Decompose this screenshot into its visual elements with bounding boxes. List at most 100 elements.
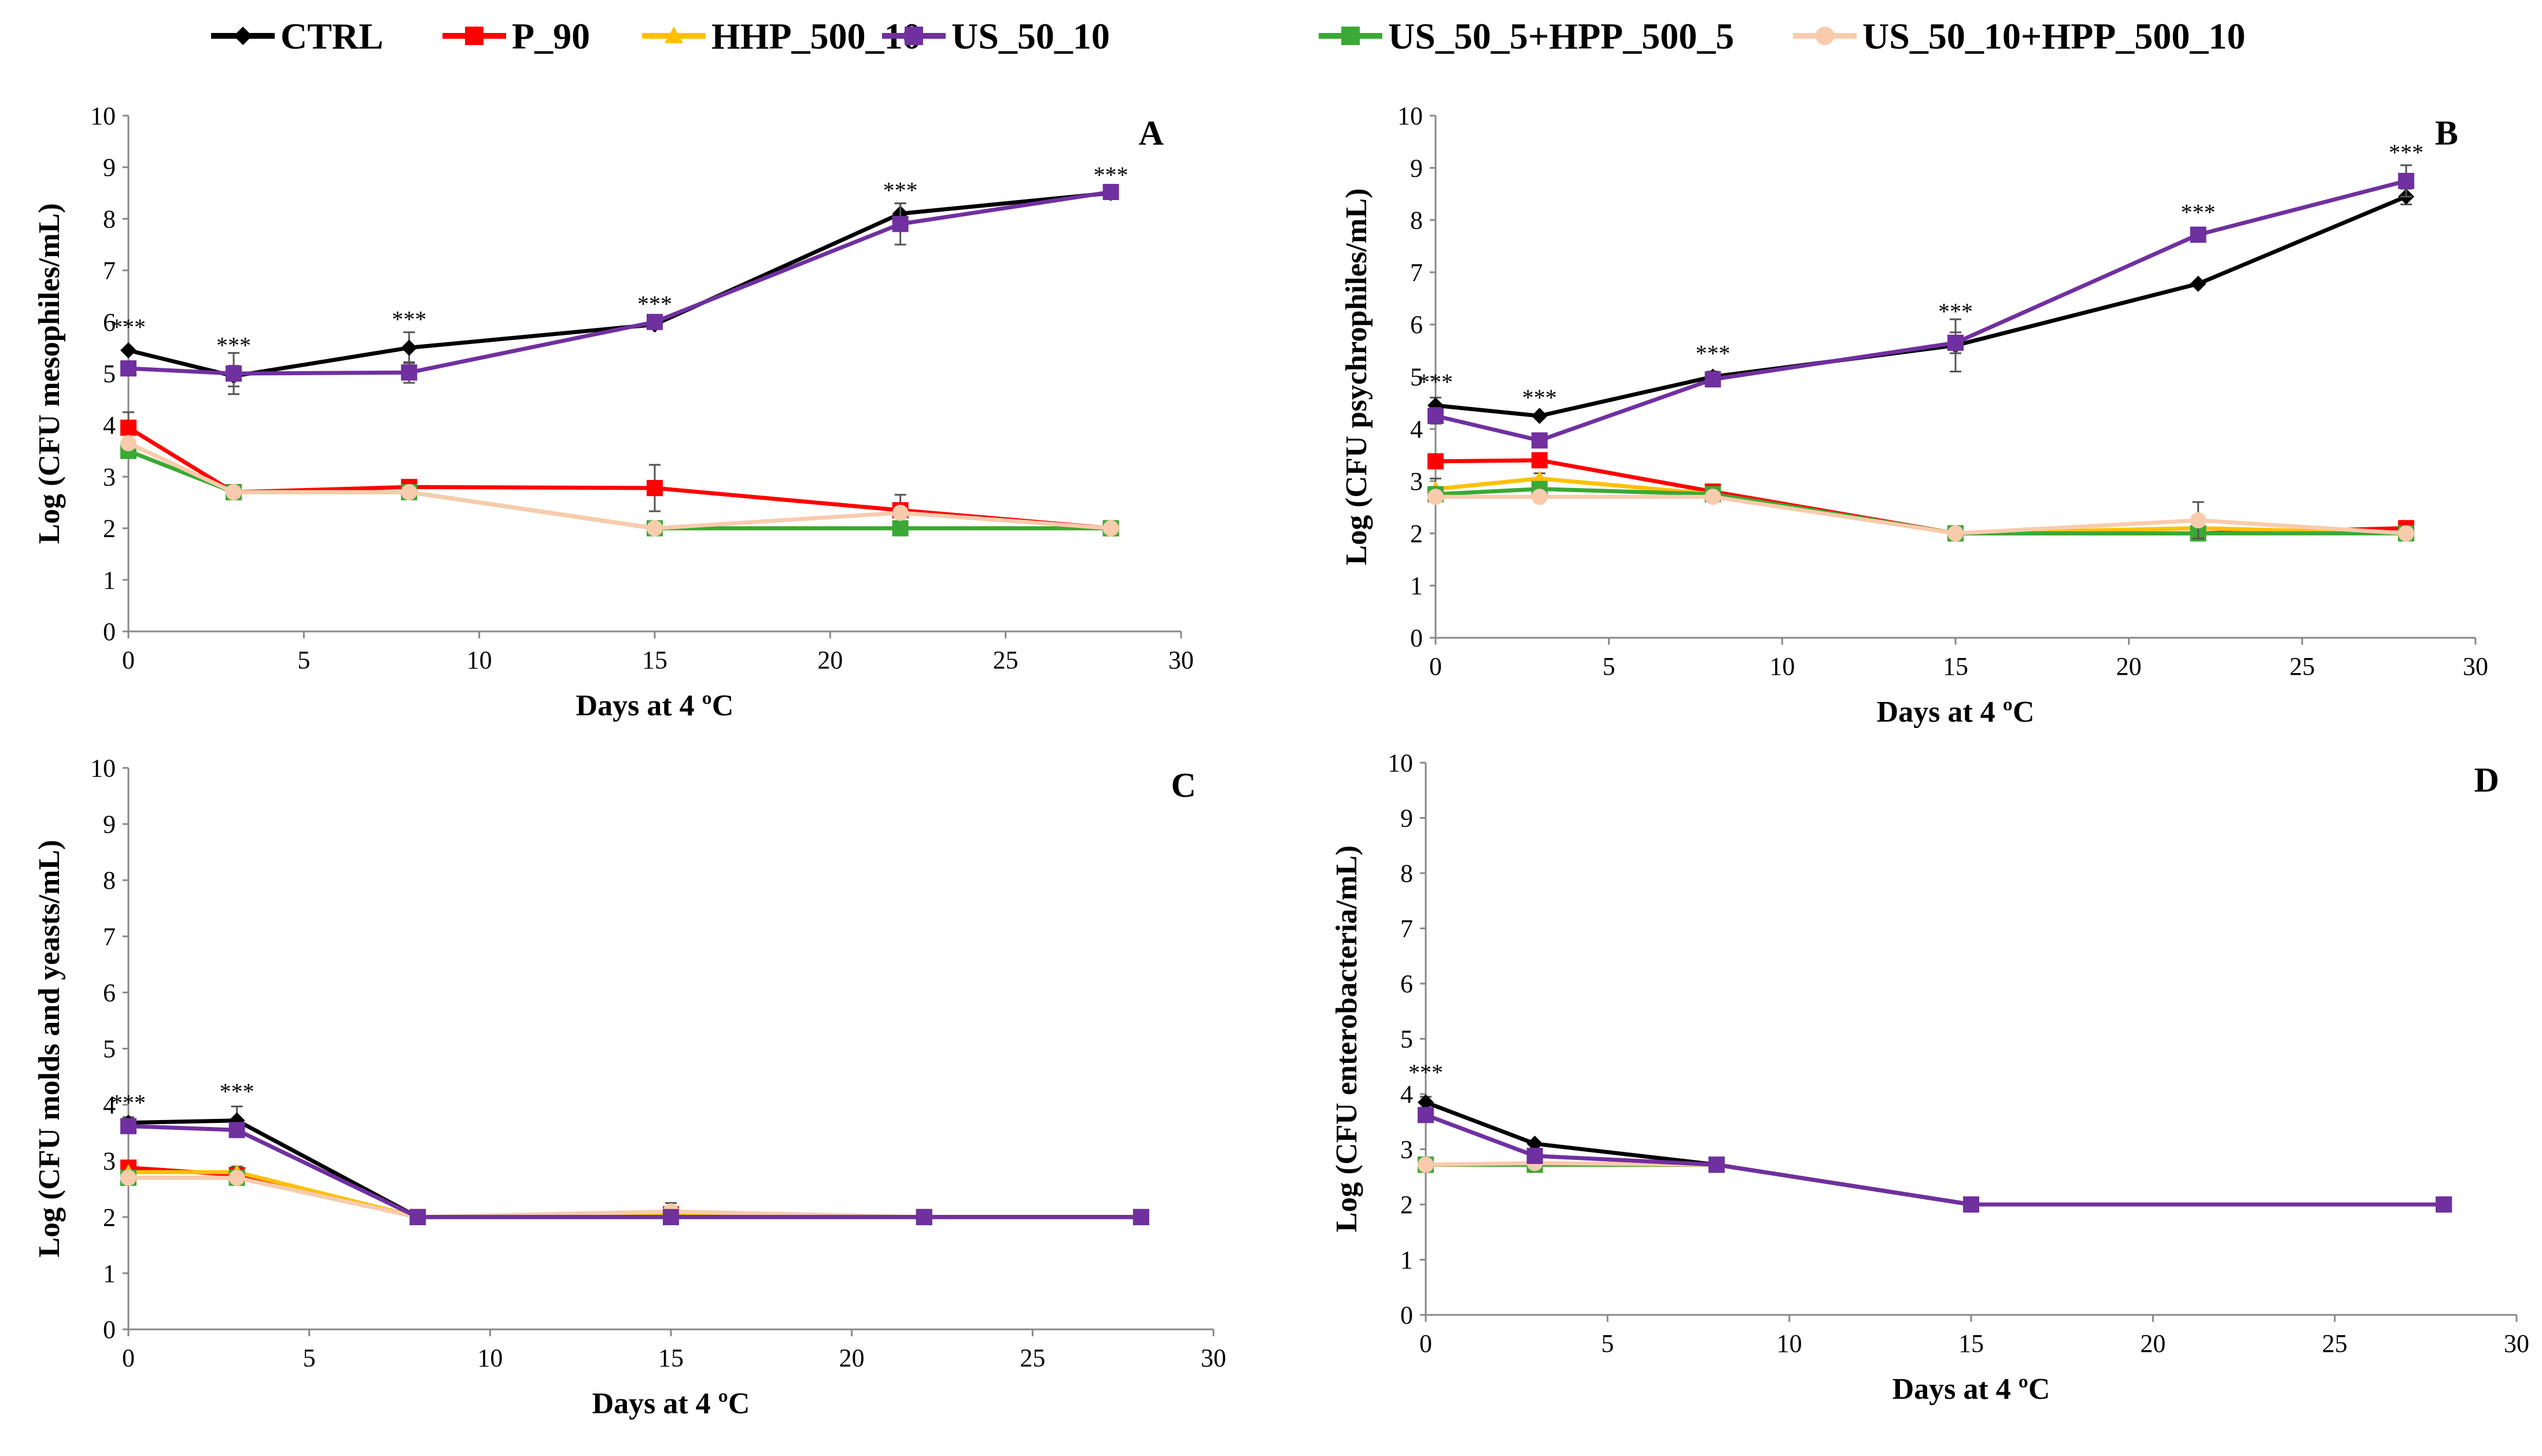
- data-point: [1947, 525, 1964, 542]
- data-point: [1418, 1156, 1434, 1173]
- data-point: [228, 1169, 245, 1186]
- y-tick-label: 7: [103, 922, 116, 951]
- x-tick-label: 20: [2140, 1329, 2165, 1358]
- data-point: [409, 1209, 426, 1225]
- x-tick-label: 10: [1777, 1329, 1802, 1358]
- y-tick-label: 1: [103, 1259, 116, 1288]
- data-point: [892, 216, 909, 232]
- y-tick-label: 9: [103, 810, 116, 838]
- y-tick-label: 2: [1410, 519, 1423, 548]
- y-tick-label: 10: [1388, 749, 1413, 777]
- data-point: [226, 484, 242, 501]
- y-tick-label: 8: [103, 866, 116, 895]
- y-tick-label: 4: [103, 1091, 116, 1119]
- y-tick-label: 1: [1400, 1246, 1413, 1274]
- data-point: [401, 484, 418, 501]
- series-us-50-10-hpp-500-10: [1427, 489, 2415, 542]
- y-tick-label: 6: [1410, 311, 1423, 339]
- y-axis-title: Log (CFU psychrophiles/mL): [1340, 189, 1373, 566]
- data-point: [1132, 1209, 1149, 1225]
- significance-annotation: ***: [637, 291, 672, 317]
- x-tick-label: 25: [2289, 652, 2315, 681]
- legend-marker: [665, 27, 683, 43]
- y-tick-label: 9: [1400, 804, 1413, 833]
- data-point: [1427, 453, 1444, 470]
- series-us-50-10: [120, 1118, 1149, 1225]
- x-tick-label: 25: [2322, 1329, 2348, 1358]
- y-tick-label: 8: [1410, 206, 1423, 235]
- y-tick-label: 5: [103, 360, 116, 388]
- chart-panel-c: 0 1 2 3 4 5 6 7 8 9 10 0 5 10 15 20 25 30 Days at 4 ºC Log …: [33, 754, 1226, 1420]
- x-tick-label: 10: [467, 646, 492, 674]
- legend-label: US_50_10+HPP_500_10: [1862, 16, 2245, 57]
- x-tick-label: 5: [1601, 1329, 1614, 1358]
- y-axis-title: Log (CFU mesophiles/mL): [33, 203, 66, 544]
- y-tick-label: 2: [1400, 1191, 1413, 1219]
- y-tick-label: 7: [1410, 258, 1423, 287]
- data-point: [120, 360, 136, 377]
- legend-marker: [234, 27, 252, 45]
- significance-annotation: ***: [1522, 385, 1557, 411]
- y-tick-label: 4: [1400, 1080, 1413, 1108]
- data-point: [1531, 452, 1548, 468]
- series-line: [128, 1165, 1141, 1220]
- x-tick-label: 5: [297, 646, 310, 674]
- significance-annotation: ***: [2389, 139, 2423, 165]
- y-tick-label: 8: [1400, 859, 1413, 888]
- y-tick-label: 9: [1410, 154, 1423, 182]
- y-axis-title: Log (CFU enterobacteria/mL): [1330, 845, 1363, 1232]
- x-tick-label: 25: [1020, 1344, 1045, 1372]
- series-line: [1435, 194, 2407, 418]
- data-point: [916, 1209, 932, 1225]
- data-point: [1427, 489, 1444, 505]
- y-tick-label: 0: [103, 618, 116, 646]
- y-tick-label: 5: [103, 1035, 116, 1063]
- data-point: [892, 520, 909, 537]
- y-tick-label: 6: [103, 308, 116, 337]
- data-point: [1102, 184, 1119, 201]
- legend: CTRL P_90 HHP_500_10 US_50_10 US_50_5+HPP_50…: [211, 16, 2245, 57]
- y-tick-label: 2: [103, 515, 116, 543]
- y-tick-label: 1: [1410, 572, 1423, 600]
- chart-panel-a: 0 1 2 3 4 5 6 7 8 9 10 0 5 10 15 20 25 30 Days at 4 ºC Log …: [33, 102, 1194, 722]
- legend-item-ctrl: CTRL: [211, 16, 383, 57]
- series-us-50-10: [1427, 164, 2415, 449]
- series-hhp-500-10: [120, 1164, 1149, 1224]
- x-tick-label: 0: [122, 1344, 135, 1372]
- x-tick-label: 30: [2463, 652, 2488, 681]
- data-point: [2436, 1196, 2452, 1213]
- series-line: [128, 1124, 1141, 1220]
- series-line: [127, 441, 1111, 531]
- significance-annotation: ***: [220, 1078, 254, 1104]
- x-axis-title: Days at 4 ºC: [1892, 1373, 2050, 1406]
- x-tick-label: 0: [122, 646, 135, 674]
- data-point: [1704, 371, 1721, 388]
- data-point: [1427, 408, 1444, 424]
- y-tick-label: 1: [103, 566, 116, 594]
- significance-annotation: ***: [1695, 340, 1730, 366]
- legend-label: P_90: [512, 16, 590, 57]
- x-tick-label: 25: [993, 646, 1019, 674]
- y-tick-label: 0: [103, 1315, 116, 1344]
- legend-label: CTRL: [281, 16, 383, 57]
- y-axis-title: Log (CFU molds and yeasts/mL): [33, 840, 66, 1257]
- data-point: [226, 365, 242, 382]
- legend-item-hhp-500-10: HHP_500_10: [642, 16, 921, 57]
- legend-label: US_50_10: [951, 16, 1110, 57]
- significance-annotation: ***: [1094, 162, 1128, 188]
- x-tick-label: 0: [1419, 1329, 1432, 1358]
- data-point: [647, 480, 663, 497]
- y-tick-label: 3: [103, 463, 116, 491]
- y-tick-label: 0: [1400, 1301, 1413, 1329]
- series-line: [1425, 1100, 2444, 1207]
- data-point: [1963, 1196, 1979, 1213]
- data-point: [401, 339, 418, 356]
- significance-annotation: ***: [2181, 199, 2216, 226]
- data-point: [120, 1118, 136, 1135]
- y-tick-label: 4: [1410, 415, 1423, 444]
- data-point: [1947, 334, 1964, 351]
- series-line: [1435, 179, 2407, 443]
- legend-item-us-50-10: US_50_10: [882, 16, 1110, 57]
- panel-label: A: [1139, 114, 1164, 152]
- series-us-50-10: [120, 184, 1119, 396]
